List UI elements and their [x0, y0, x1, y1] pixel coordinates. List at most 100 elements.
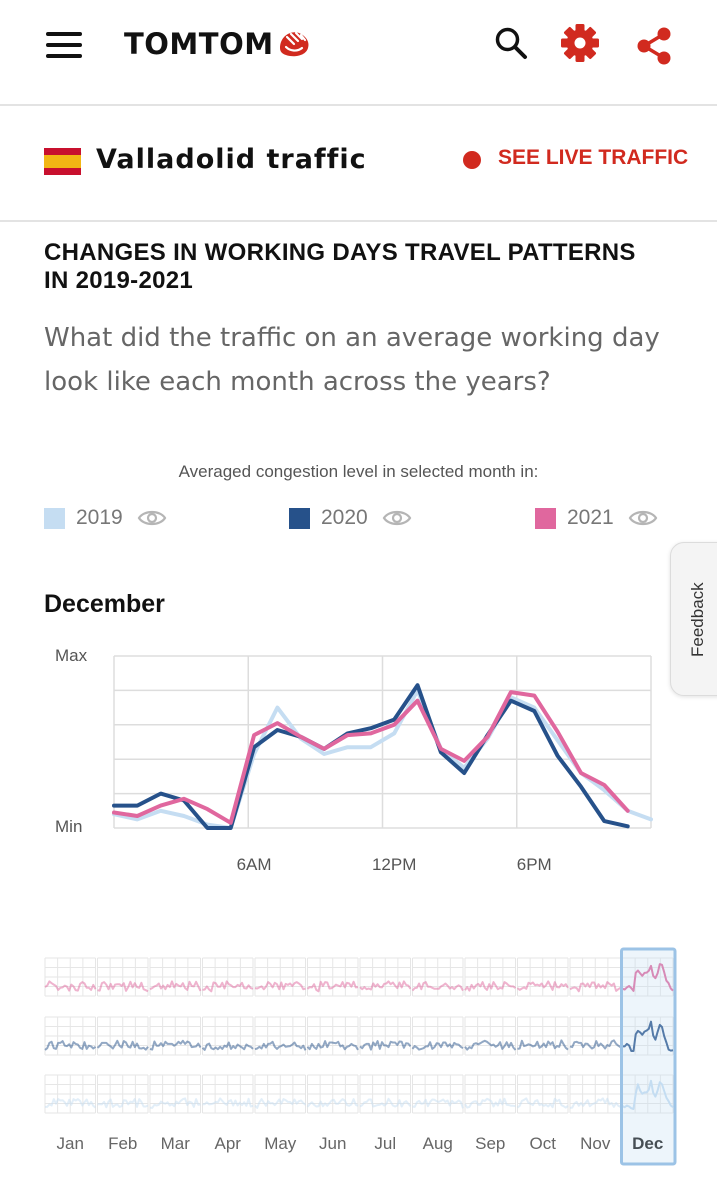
mini-series-line [359, 1097, 412, 1108]
mini-chart-Sep-2021[interactable] [464, 957, 517, 997]
search-icon[interactable] [494, 26, 528, 60]
mini-chart-Jan-2021[interactable] [44, 957, 97, 997]
mini-series-line [306, 1098, 359, 1108]
mini-series-line [149, 1039, 202, 1051]
mini-chart-Nov-2021[interactable] [569, 957, 622, 997]
mini-chart-Sep-2019[interactable] [464, 1074, 516, 1114]
mini-series-line [45, 1098, 97, 1109]
selected-month-title: December [44, 590, 165, 618]
month-label-Aug[interactable]: Aug [423, 1134, 453, 1153]
feedback-label: Feedback [688, 582, 707, 657]
mini-chart-Apr-2020[interactable] [201, 1016, 254, 1056]
mini-chart-Mar-2020[interactable] [149, 1016, 202, 1056]
mini-series-line [464, 1097, 516, 1109]
mini-chart-Jun-2021[interactable] [306, 957, 359, 997]
mini-chart-Apr-2019[interactable] [202, 1074, 254, 1114]
mini-chart-Nov-2020[interactable] [569, 1016, 622, 1056]
legend-swatch-2021 [535, 507, 556, 529]
series-line-2020 [112, 683, 630, 830]
month-label-Jan[interactable]: Jan [57, 1134, 84, 1153]
mini-chart-Mar-2021[interactable] [149, 957, 202, 997]
section-title: CHANGES IN WORKING DAYS TRAVEL PATTERNS … [44, 239, 636, 294]
mini-chart-Mar-2019[interactable] [149, 1074, 201, 1114]
mini-series-line [359, 980, 412, 991]
series-line-2021 [112, 690, 630, 825]
month-label-Nov[interactable]: Nov [580, 1134, 611, 1153]
mini-chart-Oct-2020[interactable] [517, 1016, 569, 1056]
mini-chart-Sep-2020[interactable] [464, 1016, 517, 1056]
month-label-Feb[interactable]: Feb [108, 1134, 137, 1153]
mini-chart-Feb-2021[interactable] [97, 957, 149, 997]
mini-series-line [254, 1098, 307, 1109]
legend-swatch-2019 [44, 507, 65, 529]
mini-chart-Nov-2019[interactable] [569, 1074, 621, 1114]
mini-series-line [97, 980, 149, 993]
legend-item-2021[interactable]: 2021 [535, 503, 658, 533]
see-live-traffic-link[interactable]: SEE LIVE TRAFFIC [498, 146, 689, 169]
legend-label-2021: 2021 [567, 506, 614, 529]
mini-series-line [44, 1040, 97, 1051]
mini-series-line [149, 1097, 201, 1109]
gear-icon[interactable] [560, 23, 600, 63]
mini-series-line [411, 981, 464, 992]
month-label-May[interactable]: May [264, 1134, 297, 1153]
mini-chart-Aug-2019[interactable] [412, 1074, 464, 1114]
legend-item-2019[interactable]: 2019 [44, 503, 167, 533]
eye-icon[interactable] [628, 508, 658, 528]
month-label-Oct[interactable]: Oct [530, 1134, 557, 1153]
city-title: Valladolid traffic [96, 144, 367, 175]
month-label-Apr[interactable]: Apr [215, 1134, 242, 1153]
mini-series-line [412, 1098, 464, 1109]
y-label-min: Min [55, 817, 82, 836]
mini-chart-May-2020[interactable] [254, 1016, 307, 1056]
mini-series-line [569, 1039, 622, 1050]
month-label-Jul[interactable]: Jul [374, 1134, 396, 1153]
mini-series-line [569, 1097, 621, 1109]
mini-chart-May-2019[interactable] [254, 1074, 307, 1114]
mini-chart-Oct-2019[interactable] [516, 1074, 569, 1114]
mini-series-line [202, 1097, 254, 1108]
x-tick-label: 12PM [372, 855, 416, 874]
mini-chart-Apr-2021[interactable] [202, 957, 254, 997]
mini-chart-Feb-2020[interactable] [96, 1016, 149, 1056]
brand-name: TOMTOM [124, 27, 274, 61]
mini-chart-Jul-2020[interactable] [359, 1016, 412, 1056]
y-label-max: Max [55, 646, 88, 665]
mini-series-line [516, 980, 569, 991]
mini-chart-Aug-2021[interactable] [411, 957, 464, 997]
eye-icon[interactable] [137, 508, 167, 528]
mini-chart-Jul-2019[interactable] [359, 1074, 412, 1114]
city-bar [0, 106, 717, 222]
mini-series-line [97, 1098, 149, 1109]
tomtom-hand-icon [279, 31, 309, 57]
mini-chart-May-2021[interactable] [254, 957, 306, 997]
feedback-tab[interactable]: Feedback [670, 542, 717, 696]
selected-month-highlight[interactable] [620, 947, 677, 1166]
month-label-Mar[interactable]: Mar [161, 1134, 191, 1153]
mini-series-line [201, 1041, 254, 1051]
month-label-Jun[interactable]: Jun [319, 1134, 346, 1153]
mini-chart-Jul-2021[interactable] [359, 957, 412, 997]
month-label-Sep[interactable]: Sep [475, 1134, 505, 1153]
mini-series-line [411, 1041, 464, 1051]
legend-item-2020[interactable]: 2020 [289, 503, 412, 533]
mini-series-line [464, 1039, 517, 1051]
eye-icon[interactable] [382, 508, 412, 528]
mini-series-line [306, 1040, 359, 1051]
mini-chart-Jun-2020[interactable] [306, 1016, 359, 1056]
month-label-Dec[interactable]: Dec [632, 1134, 663, 1153]
mini-chart-Feb-2019[interactable] [97, 1074, 149, 1114]
tomtom-logo[interactable]: TOMTOM [124, 24, 311, 64]
legend-label-2019: 2019 [76, 506, 123, 529]
month-selector-strip[interactable]: Jan Feb Mar Apr May Jun Jul Aug Sep Oct Nov Dec [0, 944, 717, 1172]
mini-chart-Jun-2019[interactable] [306, 1074, 359, 1114]
mini-series-line [202, 980, 254, 993]
mini-chart-Jan-2019[interactable] [44, 1074, 97, 1114]
mini-chart-Jan-2020[interactable] [44, 1016, 97, 1056]
share-icon[interactable] [634, 26, 674, 66]
legend-caption: Averaged congestion level in selected mo… [178, 462, 539, 481]
mini-chart-Oct-2021[interactable] [516, 957, 569, 997]
mini-chart-Aug-2020[interactable] [411, 1016, 464, 1056]
mini-series-line [622, 1079, 674, 1110]
menu-icon[interactable] [46, 32, 82, 58]
